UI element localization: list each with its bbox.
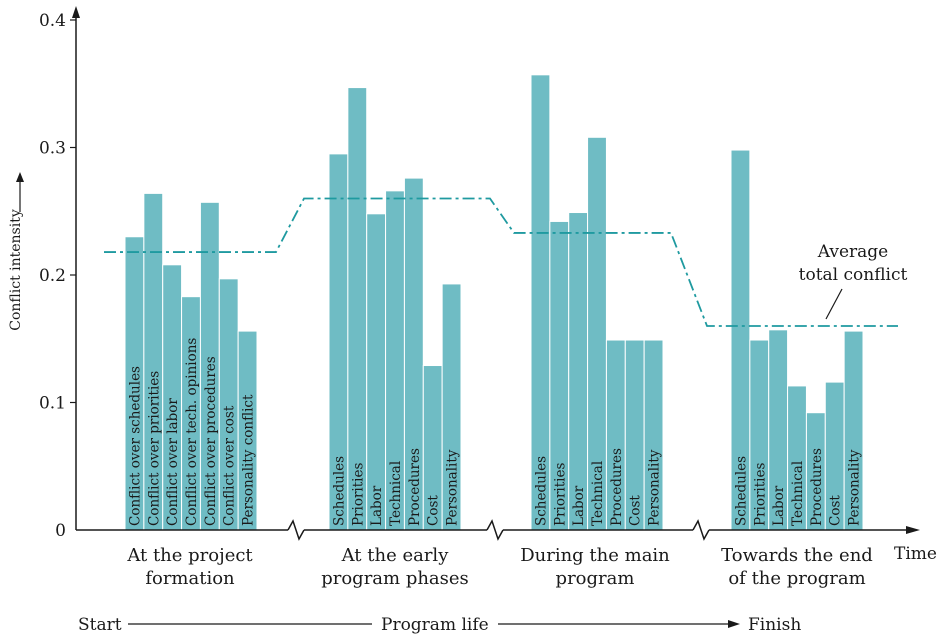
- bar: [569, 213, 588, 530]
- bar-label: Cost: [426, 495, 442, 526]
- phase-label: program: [556, 568, 635, 589]
- timeline-middle: Program life: [381, 615, 489, 635]
- bar-label: Technical: [388, 461, 404, 526]
- bar-label: Priorities: [552, 463, 568, 526]
- average-annotation-leader: [826, 289, 842, 319]
- bar-label: Cost: [828, 495, 844, 526]
- timeline: Start Program life Finish: [78, 615, 801, 635]
- phase-label: Towards the end: [721, 545, 873, 566]
- y-tick-label: 0.3: [39, 139, 66, 159]
- bar-label: Conflict over tech. opinions: [184, 338, 200, 526]
- timeline-end: Finish: [748, 615, 801, 635]
- bar-label: Personality conflict: [241, 394, 257, 526]
- bar-label: Personality: [647, 449, 663, 526]
- bar-label: Conflict over schedules: [127, 366, 143, 526]
- x-axis-label: Time: [894, 544, 937, 564]
- bar-label: Priorities: [752, 463, 768, 526]
- average-annotation-line-1: Average: [817, 242, 888, 262]
- bar-label: Conflict over labor: [165, 398, 181, 526]
- x-axis-arrowhead: [906, 526, 920, 534]
- y-axis-label-arrow: [16, 172, 24, 212]
- y-tick-label: 0.1: [39, 394, 66, 414]
- y-tick-label: 0: [55, 521, 66, 541]
- phase-label: of the program: [728, 568, 865, 589]
- phase-label: At the project: [126, 545, 253, 566]
- bar-label: Schedules: [533, 456, 549, 526]
- y-axis: [72, 6, 80, 530]
- bar-label: Priorities: [350, 463, 366, 526]
- x-axis-break: [487, 521, 503, 539]
- y-axis-label: Conflict intensity: [8, 209, 24, 331]
- bar-label: Procedures: [407, 448, 423, 526]
- bar-label: Procedures: [609, 448, 625, 526]
- timeline-arrowhead: [728, 620, 740, 628]
- bar-label: Personality: [445, 449, 461, 526]
- phase-label: At the early: [341, 545, 450, 566]
- bars-layer: Conflict over schedules Conflict over pri…: [125, 75, 863, 530]
- bar-label: Conflict over priorities: [146, 371, 162, 526]
- bar-label: Labor: [571, 485, 587, 526]
- bar-label: Labor: [771, 485, 787, 526]
- phase-label: formation: [145, 568, 235, 589]
- y-tick-label: 0.4: [39, 11, 66, 31]
- phase-label: During the main: [520, 545, 670, 566]
- x-axis-break: [693, 521, 709, 539]
- bar-label: Technical: [590, 461, 606, 526]
- bar-label: Procedures: [809, 448, 825, 526]
- bar-label: Schedules: [331, 456, 347, 526]
- y-tick-label: 0.2: [39, 266, 66, 286]
- bar-label: Cost: [628, 495, 644, 526]
- average-annotation-line-2: total conflict: [799, 265, 908, 285]
- bar-label: Schedules: [733, 456, 749, 526]
- bar-label: Personality: [847, 449, 863, 526]
- phase-label: program phases: [321, 568, 469, 589]
- bar-label: Conflict over cost: [222, 405, 238, 526]
- timeline-start: Start: [78, 615, 122, 635]
- average-annotation: Average total conflict: [799, 242, 908, 319]
- bar-label: Conflict over procedures: [203, 356, 219, 526]
- x-axis-break: [288, 521, 304, 539]
- y-axis-ticks: 0 0.1 0.2 0.3 0.4: [39, 11, 76, 541]
- bar: [367, 214, 386, 530]
- y-axis-arrowhead: [72, 6, 80, 18]
- bar-label: Technical: [790, 461, 806, 526]
- bar-label: Labor: [369, 485, 385, 526]
